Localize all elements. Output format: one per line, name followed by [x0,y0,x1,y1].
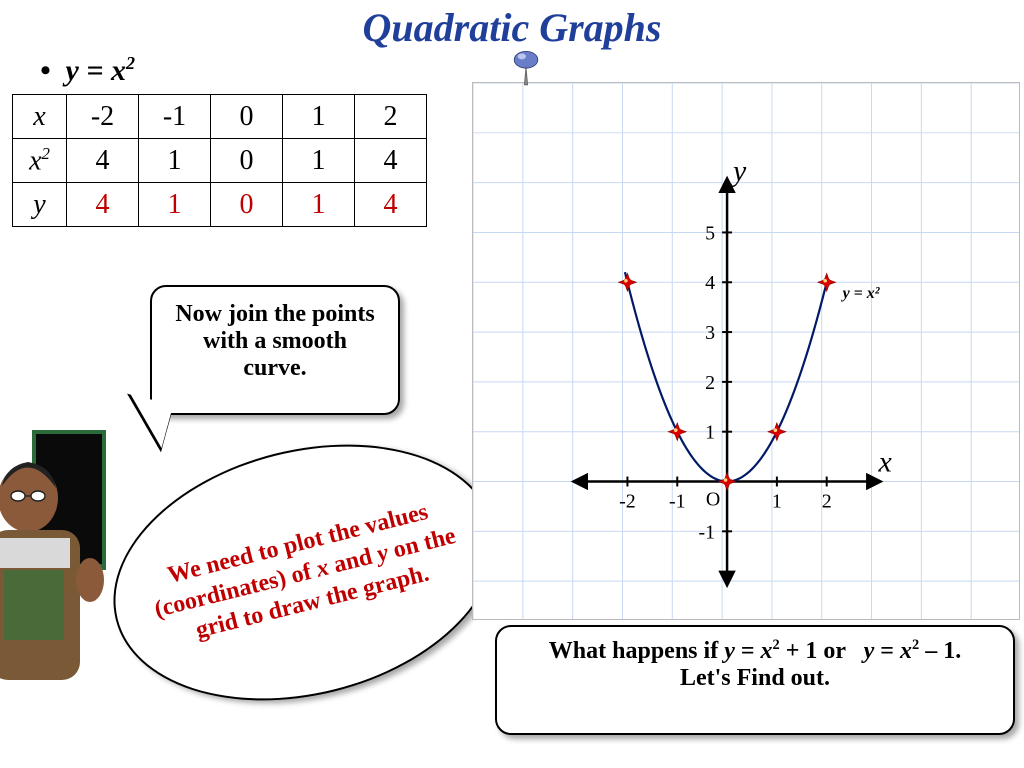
cell: 4 [67,183,139,227]
row-header: x2 [13,139,67,183]
svg-text:-1: -1 [699,521,716,543]
speech1-text: Now join the points with a smooth curve. [175,301,374,381]
table-row-x2: x2 4 1 0 1 4 [13,139,427,183]
svg-text:1: 1 [772,490,782,512]
teacher-icon [0,430,125,730]
cell: 4 [355,139,427,183]
row-header: x [13,95,67,139]
svg-text:1: 1 [705,422,715,444]
svg-text:x: x [878,446,893,479]
graph-panel: -2 -1 1 2 -1 1 2 3 4 5 Oy x y = x² [472,82,1020,620]
speech-bubble-curve: Now join the points with a smooth curve. [150,285,400,415]
title-text: Quadratic Graphs [363,5,662,50]
svg-text:2: 2 [822,490,832,512]
table-row-y: y 4 1 0 1 4 [13,183,427,227]
speech-bubble-plot: We need to plot the values (coordinates)… [86,406,524,738]
page-title: Quadratic Graphs [0,0,1024,51]
equation-text: y = x2 [66,54,135,87]
svg-text:O: O [706,488,720,510]
pushpin-icon [508,48,544,90]
cell: 1 [283,95,355,139]
table-row-x: x -2 -1 0 1 2 [13,95,427,139]
row-header: y [13,183,67,227]
svg-text:y: y [730,155,747,188]
cell: 0 [211,95,283,139]
cell: 4 [355,183,427,227]
parabola-chart: -2 -1 1 2 -1 1 2 3 4 5 Oy x y = x² [473,83,1019,619]
cell: -1 [139,95,211,139]
question-box: What happens if y = x2 + 1 or y = x2 – 1… [495,625,1015,735]
svg-text:-2: -2 [619,490,636,512]
svg-text:-1: -1 [669,490,686,512]
question-line1: What happens if y = x2 + 1 or y = x2 – 1… [511,637,999,665]
cell: 1 [139,139,211,183]
cell: 4 [67,139,139,183]
svg-text:4: 4 [705,272,715,294]
cell: 0 [211,139,283,183]
svg-text:3: 3 [705,322,715,344]
speech2-text: We need to plot the values (coordinates)… [138,490,472,655]
svg-text:5: 5 [705,222,715,244]
cell: 1 [283,139,355,183]
values-table: x -2 -1 0 1 2 x2 4 1 0 1 4 y 4 1 0 1 4 [12,94,427,227]
bullet-dot: • [40,54,58,88]
svg-text:2: 2 [705,372,715,394]
cell: 1 [283,183,355,227]
svg-text:y = x²: y = x² [841,285,881,302]
cell: 0 [211,183,283,227]
cell: 1 [139,183,211,227]
cell: 2 [355,95,427,139]
question-line2: Let's Find out. [511,665,999,692]
cell: -2 [67,95,139,139]
